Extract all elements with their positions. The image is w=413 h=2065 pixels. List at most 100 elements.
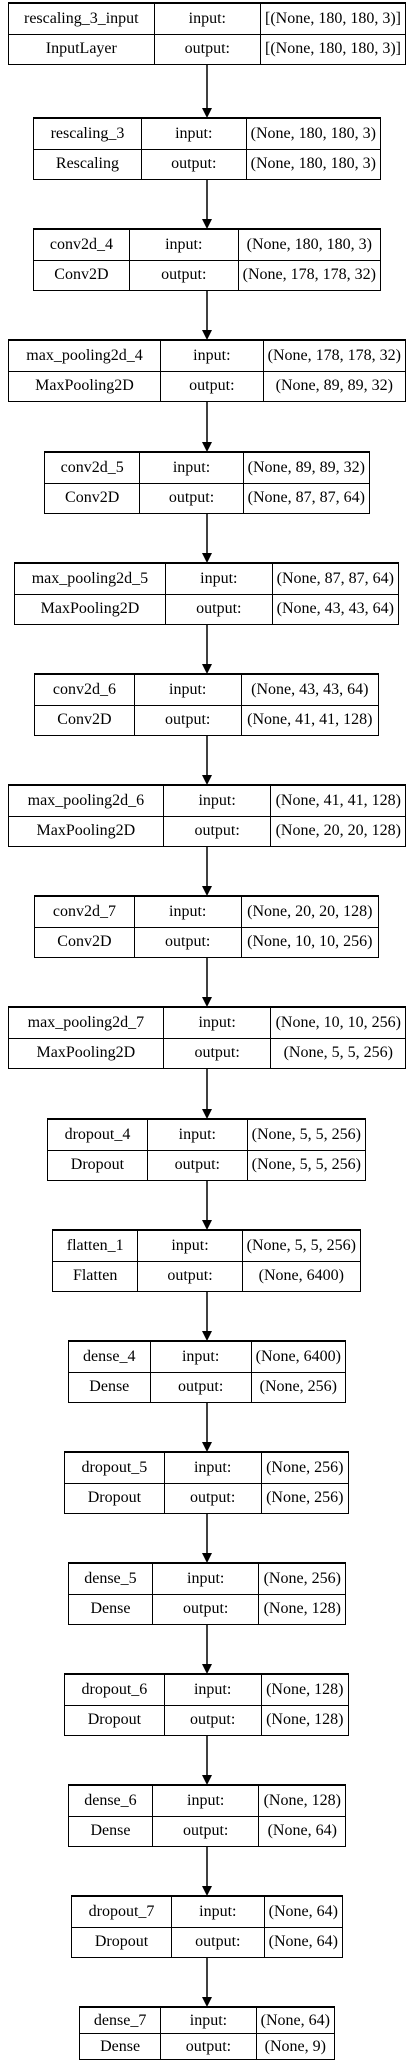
input-label: input: (160, 2006, 257, 2035)
input-shape: (None, 87, 87, 64) (271, 563, 398, 595)
layer-name: conv2d_5 (45, 452, 141, 484)
layer-type: Conv2D (34, 259, 130, 290)
layer-type: Dense (69, 1593, 153, 1624)
input-label: input: (163, 1452, 262, 1484)
layer-node-rescaling-3: rescaling_3 input: (None, 180, 180, 3) Resc… (33, 117, 381, 180)
layer-node-max-pooling2d-5: max_pooling2d_5 input: (None, 87, 87, 64) M… (14, 562, 399, 625)
input-shape: (None, 5, 5, 256) (241, 1230, 360, 1262)
layer-name: dropout_7 (72, 1896, 172, 1928)
output-label: output: (128, 259, 239, 290)
layer-node-conv2d-7: conv2d_7 input: (None, 20, 20, 128) Conv2D o… (34, 895, 379, 958)
layer-node-conv2d-6: conv2d_6 input: (None, 43, 43, 64) Conv2D ou… (34, 673, 379, 736)
layer-type: MaxPooling2D (9, 370, 162, 401)
layer-node-rescaling-3-input: rescaling_3_input input: [(None, 180, 180,… (8, 2, 406, 65)
output-shape: (None, 41, 41, 128) (240, 704, 378, 735)
output-shape: (None, 128) (258, 1593, 345, 1624)
layer-name: max_pooling2d_4 (9, 340, 162, 372)
output-shape: (None, 6400) (241, 1260, 360, 1291)
input-shape: (None, 64) (263, 1896, 342, 1928)
layer-type: Conv2D (45, 482, 141, 513)
layer-name: max_pooling2d_5 (15, 563, 166, 595)
layer-name: dense_6 (69, 1785, 153, 1817)
output-shape: (None, 178, 178, 32) (237, 259, 380, 290)
layer-name: conv2d_7 (35, 896, 135, 928)
input-shape: (None, 6400) (250, 1341, 345, 1373)
layer-type: Dense (69, 1815, 153, 1846)
output-label: output: (133, 926, 242, 957)
layer-type: Dropout (65, 1482, 165, 1513)
layer-name: max_pooling2d_6 (9, 785, 164, 817)
output-shape: (None, 256) (260, 1482, 348, 1513)
output-shape: (None, 5, 5, 256) (270, 1037, 405, 1068)
input-shape: [(None, 180, 180, 3)] (260, 3, 405, 35)
input-label: input: (149, 1341, 252, 1373)
input-shape: (None, 180, 180, 3) (245, 118, 380, 150)
layer-node-dense-6: dense_6 input: (None, 128) Dense output: (Non… (68, 1784, 346, 1847)
output-label: output: (149, 1371, 252, 1402)
input-label: input: (139, 452, 244, 484)
output-shape: (None, 128) (260, 1704, 348, 1735)
layer-name: rescaling_3 (34, 118, 142, 150)
layer-node-dense-4: dense_4 input: (None, 6400) Dense output: (No… (68, 1340, 346, 1403)
layer-type: Flatten (53, 1260, 139, 1291)
layer-type: Conv2D (35, 704, 135, 735)
input-shape: (None, 43, 43, 64) (240, 674, 378, 706)
output-label: output: (153, 33, 262, 64)
output-label: output: (162, 815, 272, 846)
output-label: output: (164, 593, 273, 624)
input-label: input: (151, 1785, 260, 1817)
input-shape: (None, 128) (258, 1785, 345, 1817)
input-label: input: (162, 1007, 272, 1039)
layer-name: dropout_4 (48, 1119, 148, 1151)
layer-name: dropout_5 (65, 1452, 165, 1484)
layer-type: Dense (69, 1371, 151, 1402)
layer-type: MaxPooling2D (9, 815, 164, 846)
layer-name: flatten_1 (53, 1230, 139, 1262)
output-shape: (None, 89, 89, 32) (262, 370, 405, 401)
output-label: output: (163, 1704, 262, 1735)
layer-name: dense_7 (80, 2006, 162, 2035)
output-label: output: (171, 1926, 265, 1957)
input-label: input: (128, 229, 239, 261)
input-shape: (None, 256) (260, 1452, 348, 1484)
output-shape: [(None, 180, 180, 3)] (260, 33, 405, 64)
layer-type: InputLayer (9, 33, 155, 64)
output-shape: (None, 64) (258, 1815, 345, 1846)
layer-node-dropout-4: dropout_4 input: (None, 5, 5, 256) Dropout o… (47, 1118, 366, 1181)
output-shape: (None, 64) (263, 1926, 342, 1957)
input-label: input: (140, 118, 247, 150)
input-shape: (None, 5, 5, 256) (246, 1119, 365, 1151)
input-shape: (None, 41, 41, 128) (270, 785, 405, 817)
input-shape: (None, 180, 180, 3) (237, 229, 380, 261)
output-label: output: (151, 1593, 260, 1624)
output-label: output: (151, 1815, 260, 1846)
input-label: input: (162, 785, 272, 817)
layer-type: Dropout (72, 1926, 172, 1957)
layer-node-dropout-7: dropout_7 input: (None, 64) Dropout output:(… (71, 1895, 343, 1958)
input-shape: (None, 128) (260, 1674, 348, 1706)
output-shape: (None, 9) (255, 2033, 334, 2059)
output-shape: (None, 256) (250, 1371, 345, 1402)
layer-name: dense_4 (69, 1341, 151, 1373)
input-label: input: (160, 340, 264, 372)
input-shape: (None, 89, 89, 32) (242, 452, 369, 484)
output-label: output: (133, 704, 242, 735)
output-label: output: (137, 1260, 243, 1291)
input-label: input: (164, 563, 273, 595)
layer-type: MaxPooling2D (9, 1037, 164, 1068)
input-label: input: (146, 1119, 248, 1151)
output-label: output: (140, 148, 247, 179)
output-shape: (None, 87, 87, 64) (242, 482, 369, 513)
layer-name: dropout_6 (65, 1674, 165, 1706)
input-label: input: (133, 896, 242, 928)
layer-node-max-pooling2d-6: max_pooling2d_6 input: (None, 41, 41, 128)… (8, 784, 406, 847)
input-label: input: (137, 1230, 243, 1262)
input-label: input: (153, 3, 262, 35)
layer-name: rescaling_3_input (9, 3, 155, 35)
output-label: output: (163, 1482, 262, 1513)
layer-name: dense_5 (69, 1563, 153, 1595)
output-shape: (None, 180, 180, 3) (245, 148, 380, 179)
layer-name: conv2d_6 (35, 674, 135, 706)
